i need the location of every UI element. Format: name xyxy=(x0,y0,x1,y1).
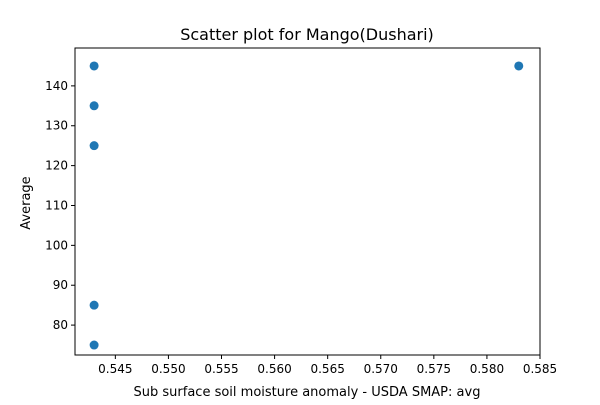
y-tick-label: 110 xyxy=(45,198,68,212)
data-point xyxy=(89,300,99,310)
data-point xyxy=(89,340,99,350)
y-tick-label: 130 xyxy=(45,119,68,133)
points-layer xyxy=(89,61,524,350)
y-tick-label: 80 xyxy=(53,318,68,332)
x-tick-label: 0.565 xyxy=(310,362,344,376)
x-tick-label: 0.560 xyxy=(257,362,291,376)
x-tick-label: 0.580 xyxy=(470,362,504,376)
x-axis-ticks: 0.545 0.550 0.555 0.560 0.565 0.570 0.575 0.580… xyxy=(98,355,557,376)
y-tick-label: 100 xyxy=(45,238,68,252)
data-point xyxy=(89,101,99,111)
data-point xyxy=(89,61,99,71)
y-tick-label: 120 xyxy=(45,159,68,173)
x-tick-label: 0.575 xyxy=(417,362,451,376)
y-tick-label: 90 xyxy=(53,278,68,292)
x-tick-label: 0.570 xyxy=(364,362,398,376)
x-tick-label: 0.545 xyxy=(98,362,132,376)
chart-title: Scatter plot for Mango(Dushari) xyxy=(180,25,434,44)
y-tick-label: 140 xyxy=(45,79,68,93)
data-point xyxy=(514,61,524,71)
data-point xyxy=(89,141,99,151)
x-tick-label: 0.550 xyxy=(151,362,185,376)
x-tick-label: 0.585 xyxy=(523,362,557,376)
x-tick-label: 0.555 xyxy=(204,362,238,376)
y-axis-label: Average xyxy=(19,176,34,229)
y-axis-ticks: 80 90 100 110 120 130 140 xyxy=(45,79,75,332)
x-axis-label: Sub surface soil moisture anomaly - USDA… xyxy=(134,385,481,400)
plot-area-frame xyxy=(74,47,541,356)
